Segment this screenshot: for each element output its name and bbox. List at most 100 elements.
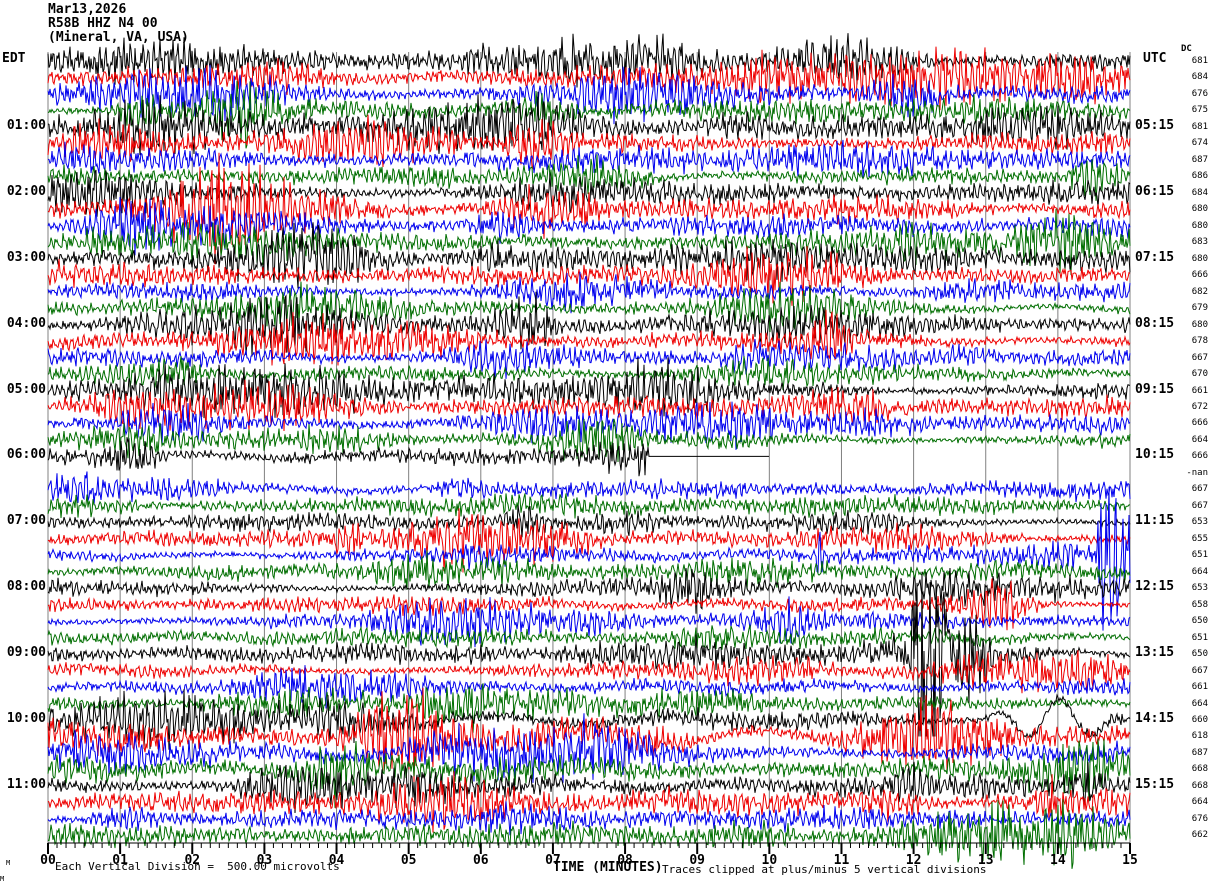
dc-value: 679 — [1191, 303, 1208, 314]
dc-value: 658 — [1191, 599, 1208, 610]
trace-row-5 — [47, 91, 1131, 156]
trace-row-12 — [47, 208, 1131, 276]
trace-row-11 — [47, 196, 1131, 256]
left-axis-header: EDT — [2, 51, 26, 66]
dc-value: 678 — [1191, 336, 1208, 347]
dc-value: 686 — [1191, 171, 1208, 182]
dc-value: -nan — [1186, 467, 1208, 478]
dc-value: 674 — [1191, 138, 1208, 149]
utc-label: 14:15 — [1135, 711, 1175, 726]
trace-row-24 — [47, 418, 1131, 463]
utc-label: 10:15 — [1135, 447, 1175, 463]
trace-row-39 — [47, 665, 1131, 709]
trace-row-38 — [47, 650, 1131, 694]
edt-label: 07:00 — [6, 513, 46, 529]
utc-label: 05:15 — [1135, 117, 1175, 133]
edt-label: 11:00 — [6, 776, 46, 792]
x-tick-label: 00 — [40, 853, 56, 868]
dc-value: 680 — [1191, 253, 1208, 264]
trace-row-20 — [47, 355, 1131, 391]
x-tick-label: 04 — [328, 853, 345, 868]
trace-row-17 — [47, 291, 1131, 357]
dc-value: 666 — [1191, 270, 1208, 281]
trace-row-40 — [47, 683, 1131, 733]
x-tick-label: 01 — [112, 853, 128, 868]
edt-label: 05:00 — [6, 381, 46, 397]
trace-row-30 — [47, 508, 1131, 573]
watermark-glyph: M — [6, 859, 11, 867]
dc-value: 672 — [1191, 401, 1208, 412]
dc-value: 681 — [1191, 56, 1208, 66]
trace-row-37 — [47, 571, 1131, 737]
trace-row-14 — [47, 246, 1131, 306]
trace-row-42 — [47, 687, 1131, 783]
edt-label: 02:00 — [6, 183, 46, 199]
x-tick-label: 08 — [617, 853, 633, 868]
dc-value: 664 — [1191, 566, 1208, 577]
watermark-glyph-2: M — [0, 875, 5, 883]
x-tick-label: 13 — [977, 853, 994, 868]
utc-label: 15:15 — [1135, 776, 1175, 792]
dc-value: 680 — [1191, 204, 1208, 215]
trace-row-13 — [47, 222, 1131, 289]
trace-row-7 — [47, 139, 1131, 178]
trace-row-48 — [47, 799, 1131, 869]
dc-value: 682 — [1191, 286, 1208, 297]
edt-label: 09:00 — [6, 645, 46, 661]
trace-row-6 — [47, 114, 1131, 170]
trace-row-8 — [47, 154, 1131, 201]
edt-label: 06:00 — [6, 447, 46, 463]
x-tick-label: 14 — [1050, 853, 1066, 868]
dc-value: 684 — [1191, 72, 1208, 83]
dc-value: 650 — [1191, 616, 1208, 627]
edt-label: 08:00 — [6, 579, 46, 595]
dc-value: 664 — [1191, 797, 1208, 808]
x-tick-label: 12 — [905, 853, 922, 868]
x-axis-ticks — [47, 842, 1131, 854]
dc-value: 681 — [1191, 121, 1208, 132]
dc-value: 661 — [1191, 682, 1208, 693]
trace-row-34 — [47, 578, 1131, 631]
trace-row-47 — [47, 801, 1131, 836]
dc-value: 653 — [1191, 583, 1208, 594]
trace-row-25 — [47, 437, 769, 477]
division-note: Each Vertical Division = 500.00 microvol… — [55, 860, 340, 873]
dc-value: 668 — [1191, 780, 1208, 791]
x-tick-label: 09 — [689, 853, 706, 868]
x-tick-label: 03 — [256, 853, 273, 868]
dc-value: 662 — [1191, 830, 1208, 841]
dc-value: 655 — [1191, 533, 1208, 544]
utc-label: 12:15 — [1135, 579, 1175, 595]
plot-title: Mar13,2026 R58B HHZ N4 00 (Mineral, VA, … — [48, 3, 189, 45]
dc-value: 664 — [1191, 698, 1208, 709]
x-tick-label: 02 — [184, 853, 201, 868]
dc-value: 675 — [1191, 105, 1208, 116]
trace-row-18 — [47, 309, 1131, 366]
dc-value: 667 — [1191, 352, 1208, 363]
clip-note: Traces clipped at plus/minus 5 vertical … — [662, 863, 987, 876]
trace-row-36 — [47, 624, 1131, 650]
x-tick-label: 11 — [833, 853, 850, 868]
dc-value: 667 — [1191, 665, 1208, 676]
edt-label: 01:00 — [6, 117, 46, 133]
dc-value: 680 — [1191, 220, 1208, 231]
trace-row-2 — [47, 46, 1131, 111]
trace-row-10 — [47, 152, 1131, 265]
x-tick-label: 07 — [545, 853, 561, 868]
dc-value: 687 — [1191, 747, 1208, 758]
trace-row-33 — [47, 567, 1131, 614]
dc-column-header: DC — [1181, 44, 1192, 54]
dc-value: 618 — [1191, 731, 1208, 742]
dc-value: 666 — [1191, 418, 1208, 429]
dc-value: 687 — [1191, 154, 1208, 165]
dc-value: 667 — [1191, 484, 1208, 495]
x-tick-label: 05 — [400, 853, 417, 868]
title-date: Mar13,2026 — [48, 2, 127, 17]
dc-value: 684 — [1191, 187, 1208, 198]
trace-row-16 — [47, 281, 1131, 333]
trace-row-21 — [47, 357, 1131, 419]
trace-row-23 — [47, 401, 1131, 450]
trace-row-28 — [47, 493, 1130, 519]
